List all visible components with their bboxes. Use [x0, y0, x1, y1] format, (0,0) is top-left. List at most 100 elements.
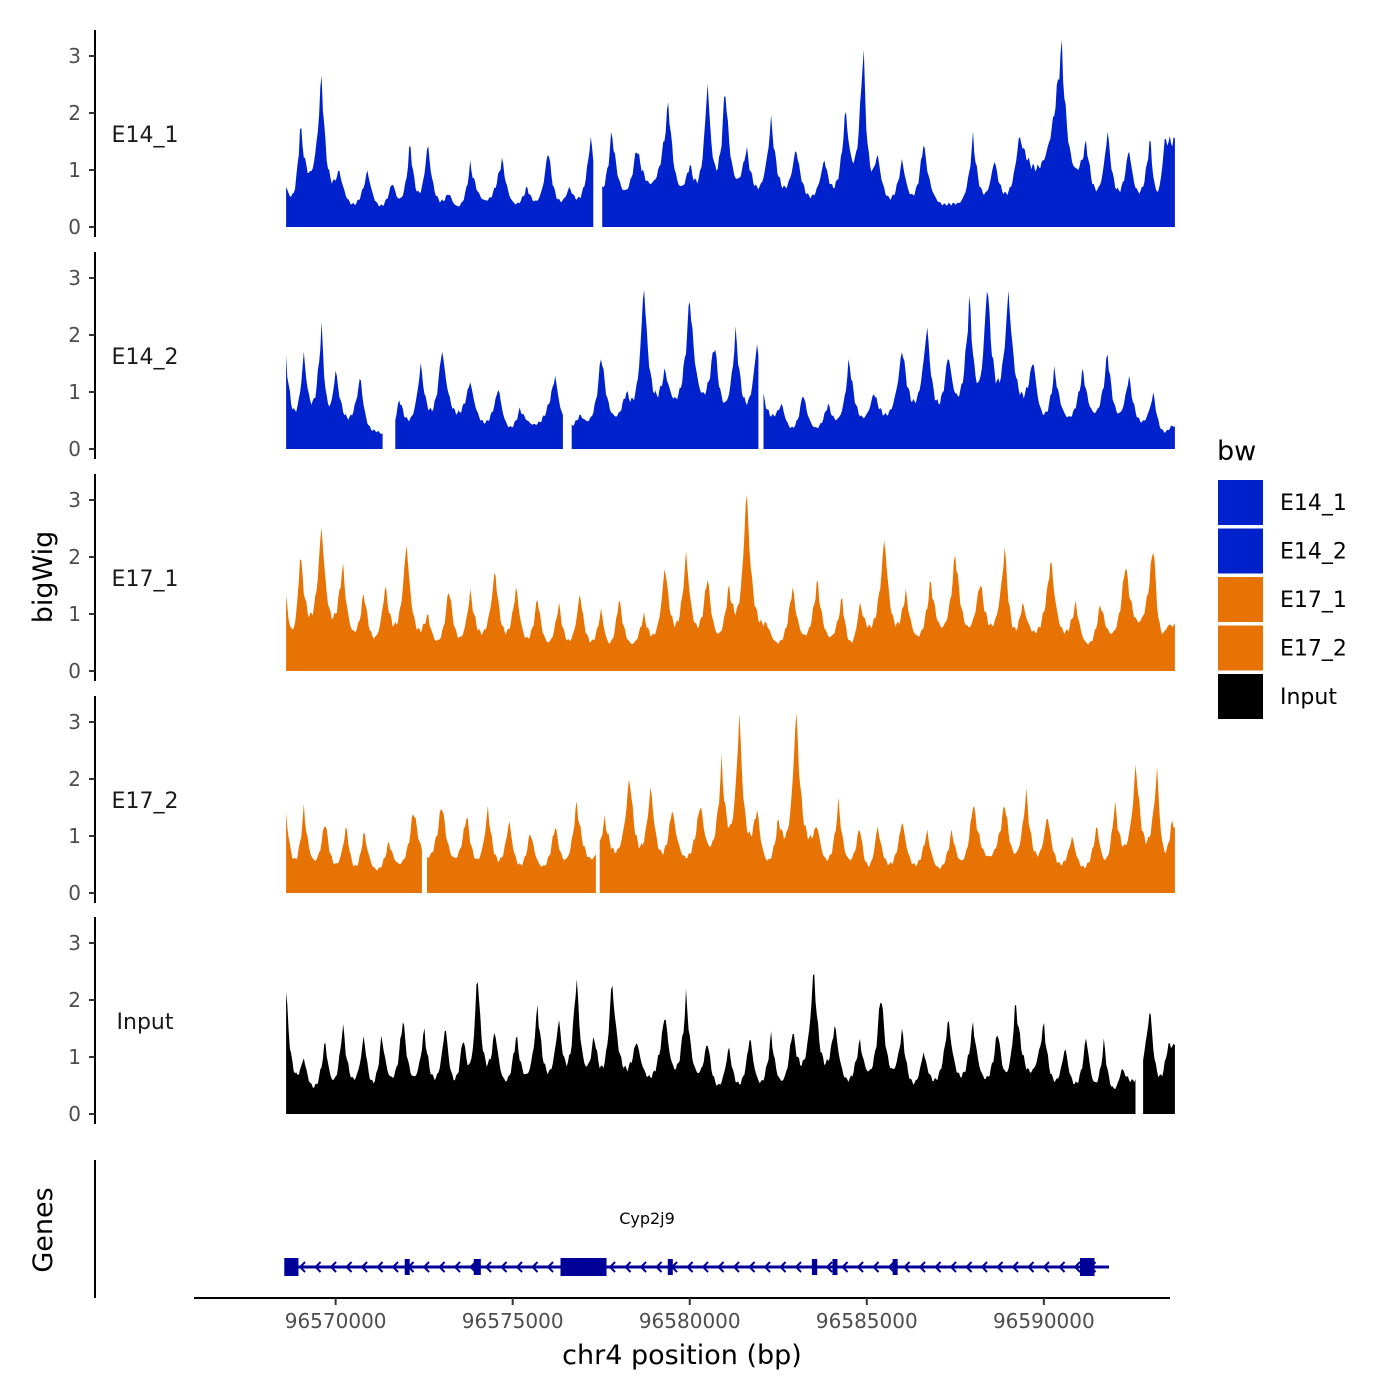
strand-arrow	[438, 1261, 446, 1273]
x-tick-label: 96590000	[993, 1309, 1095, 1333]
strand-arrow	[794, 1261, 802, 1273]
legend-key-e14-2	[1218, 528, 1263, 574]
gene-exon	[1079, 1258, 1095, 1276]
x-axis: 96570000 96575000 96580000 96585000 96590000	[194, 1297, 1170, 1333]
strand-arrow	[329, 1261, 337, 1273]
y-tick-label: 1	[68, 380, 81, 404]
legend-label: E14_2	[1280, 540, 1347, 565]
y-tick-label: 2	[68, 545, 81, 569]
x-axis-title: chr4 position (bp)	[562, 1340, 802, 1371]
signal-area	[286, 803, 422, 893]
genes-axis-title: Genes	[28, 1187, 59, 1272]
strand-arrow	[546, 1261, 554, 1273]
strand-arrow	[298, 1261, 306, 1273]
legend-label: E14_1	[1280, 491, 1347, 516]
strand-arrow	[763, 1261, 771, 1273]
strand-arrow	[779, 1261, 787, 1273]
y-tick-label: 3	[68, 488, 81, 512]
strand-arrow	[1027, 1261, 1035, 1273]
signal-area	[286, 494, 1175, 671]
y-tick-label: 3	[68, 931, 81, 955]
strand-arrow	[841, 1261, 849, 1273]
gene-exon	[560, 1258, 607, 1276]
y-tick-label: 3	[68, 710, 81, 734]
gene-exon	[473, 1259, 481, 1275]
track-label: E17_2	[112, 789, 179, 814]
genes-track	[94, 1160, 1109, 1298]
legend-key-input	[1218, 674, 1263, 719]
x-tick-label: 96580000	[639, 1309, 741, 1333]
strand-arrow	[314, 1261, 322, 1273]
y-tick-label: 1	[68, 602, 81, 626]
y-tick-label: 1	[68, 1045, 81, 1069]
strand-arrow	[515, 1261, 523, 1273]
y-tick-label: 2	[68, 988, 81, 1012]
track-label: E14_1	[112, 123, 179, 148]
y-tick-label: 1	[68, 824, 81, 848]
strand-arrow	[887, 1261, 895, 1273]
gene-label: Cyp2j9	[619, 1209, 675, 1228]
strand-arrow	[949, 1261, 957, 1273]
strand-arrow	[1011, 1261, 1019, 1273]
strand-arrow	[717, 1261, 725, 1273]
track-e14-2: 0 1 2 3 E14_2	[68, 252, 1175, 461]
signal-area	[427, 801, 596, 893]
strand-arrow	[980, 1261, 988, 1273]
strand-arrow	[732, 1261, 740, 1273]
y-tick-label: 2	[68, 323, 81, 347]
y-tick-label: 0	[68, 437, 81, 461]
track-label: E14_2	[112, 345, 179, 370]
signal-area	[395, 351, 563, 449]
strand-arrow	[701, 1261, 709, 1273]
strand-arrow	[422, 1261, 430, 1273]
gene-exon	[284, 1258, 299, 1276]
y-axis-title: bigWig	[28, 531, 59, 624]
track-e17-2: 0 1 2 3 E17_2	[68, 696, 1175, 905]
strand-arrow	[484, 1261, 492, 1273]
strand-arrow	[639, 1261, 647, 1273]
strand-arrow	[918, 1261, 926, 1273]
signal-area	[763, 290, 1175, 449]
signal-area	[571, 289, 759, 449]
strand-arrow	[1073, 1261, 1081, 1273]
gene-exon	[892, 1259, 898, 1275]
strand-arrow	[748, 1261, 756, 1273]
x-tick-label: 96575000	[462, 1309, 564, 1333]
track-label: E17_1	[112, 567, 179, 592]
y-tick-label: 0	[68, 215, 81, 239]
strand-arrow	[825, 1261, 833, 1273]
y-tick-label: 3	[68, 44, 81, 68]
signal-area	[286, 974, 1136, 1114]
strand-arrow	[1058, 1261, 1066, 1273]
legend-label: E17_2	[1280, 637, 1347, 662]
signal-area	[602, 39, 1175, 228]
strand-arrow	[345, 1261, 353, 1273]
y-tick-label: 0	[68, 1102, 81, 1126]
strand-arrow	[531, 1261, 539, 1273]
strand-arrow	[934, 1261, 942, 1273]
strand-arrow	[624, 1261, 632, 1273]
y-tick-label: 1	[68, 158, 81, 182]
strand-arrow	[686, 1261, 694, 1273]
legend-key-e17-2	[1218, 625, 1263, 671]
legend-label: Input	[1280, 685, 1337, 710]
gene-exon	[667, 1259, 673, 1275]
strand-arrow	[903, 1261, 911, 1273]
strand-arrow	[655, 1261, 663, 1273]
strand-arrow	[500, 1261, 508, 1273]
gene-exon	[811, 1259, 818, 1275]
legend-key-e17-1	[1218, 577, 1263, 622]
legend-key-e14-1	[1218, 480, 1263, 525]
signal-area	[286, 75, 594, 227]
track-e17-1: 0 1 2 3 E17_1	[68, 474, 1175, 683]
y-tick-label: 3	[68, 266, 81, 290]
strand-arrow	[376, 1261, 384, 1273]
strand-arrow	[391, 1261, 399, 1273]
signal-area	[599, 712, 1175, 893]
strand-arrow	[360, 1261, 368, 1273]
gene-exon	[404, 1259, 410, 1275]
tracks-layer: 0 1 2 3 E14_1 0 1 2 3 E14_2 0 1 2 3 E17_1 0 1 2 3 E17_2 0 1 2 3…	[68, 30, 1175, 1126]
y-tick-label: 0	[68, 659, 81, 683]
strand-arrow	[453, 1261, 461, 1273]
